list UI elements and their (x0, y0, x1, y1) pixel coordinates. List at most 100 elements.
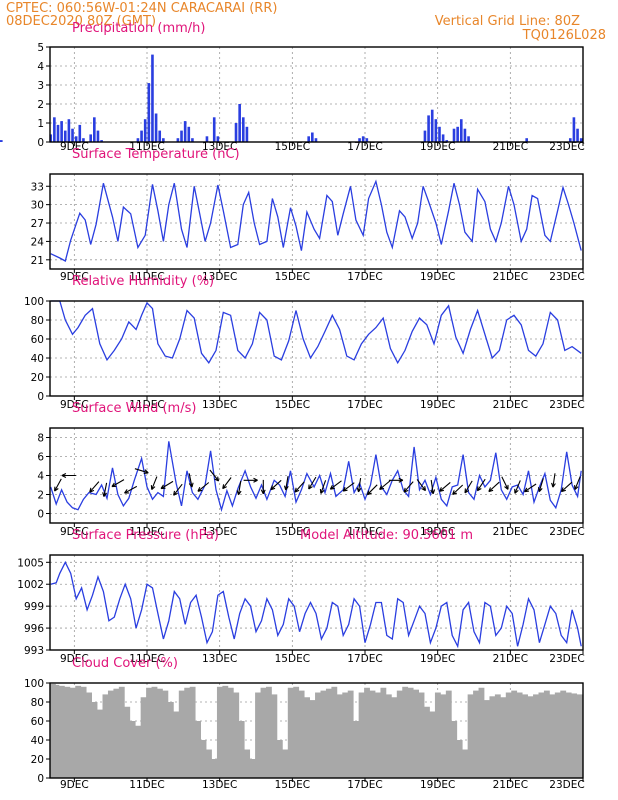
cloud-area-57 (358, 692, 365, 778)
rh-xtick-label-7: 23DEC (549, 399, 584, 411)
cloud-area-77 (467, 694, 474, 778)
temp-title: Surface Temperature (nC) (72, 147, 240, 162)
cloud-area-71 (434, 692, 441, 778)
wind-arrow-41 (560, 481, 573, 493)
wind-arrow-1 (61, 473, 76, 478)
temp-frame (49, 173, 584, 270)
wind-arrow-22 (329, 480, 342, 490)
cloud-xtick-label-7: 23DEC (549, 779, 584, 791)
precip-bar-143 (568, 138, 572, 142)
precip-bar-73 (314, 138, 318, 142)
wind-xtick-label-0: 9DEC (60, 526, 89, 538)
cloud-area-13 (118, 686, 125, 778)
panel-rh: Relative Humidity (%) 0 20 40 60 80 100 9DEC 11D… (24, 274, 585, 411)
precip-bar-51 (234, 123, 238, 142)
cloud-area-80 (483, 700, 490, 778)
precip-bar-85 (358, 138, 361, 142)
precip-bar-8 (78, 124, 82, 142)
precip-xtick-label-6: 21DEC (493, 141, 528, 153)
cloud-area-56 (353, 721, 360, 778)
cloud-ytick-label-0: 0 (37, 773, 44, 785)
cloud-area-0 (50, 683, 56, 778)
precip-xtick-label-4: 17DEC (347, 141, 382, 153)
rh-xtick-label-0: 9DEC (60, 399, 89, 411)
precip-bar-2 (56, 124, 60, 142)
cloud-area-22 (167, 702, 174, 778)
precip-bar-45 (212, 117, 216, 142)
temp-xtick-label-0: 9DEC (60, 271, 89, 283)
wind-arrow-8 (160, 480, 174, 490)
pres-xtick-label-2: 13DEC (202, 653, 237, 665)
cloud-area-6 (80, 686, 87, 778)
wind-arrow-34 (476, 478, 486, 492)
cloud-xtick-label-6: 21DEC (493, 779, 528, 791)
wind-arrow-19 (294, 481, 305, 493)
cloud-area-10 (102, 694, 109, 778)
precip-ytick-label-1: 1 (37, 118, 44, 130)
wind-xtick-label-2: 13DEC (202, 526, 237, 538)
wind-arrow-38 (524, 483, 537, 493)
cloud-area-70 (429, 711, 436, 778)
wind-arrow-25 (366, 484, 378, 496)
pres-xtick-label-3: 15DEC (275, 653, 310, 665)
temp-xtick-label-4: 17DEC (347, 271, 382, 283)
precip-bar-31 (162, 138, 165, 142)
wind-arrow-27 (388, 477, 404, 483)
cloud-area-19 (151, 686, 158, 778)
wind-arrow-35 (488, 481, 500, 493)
precip-bar-14 (100, 140, 103, 142)
wind-xtick-label-1: 11DEC (129, 526, 164, 538)
precip-xtick-label-7: 23DEC (549, 141, 584, 153)
cloud-xtick-label-2: 13DEC (202, 779, 237, 791)
pres-ytick-label-1: 996 (24, 623, 44, 635)
precip-bar-0 (49, 134, 53, 142)
precip-bar-27 (147, 83, 151, 142)
cloud-area-86 (516, 692, 523, 778)
cloud-area-49 (315, 692, 321, 778)
precip-bar-29 (154, 113, 158, 142)
precip-bar-108 (441, 134, 445, 142)
cloud-area-20 (157, 688, 163, 778)
precip-ytick-label-2: 2 (37, 99, 44, 111)
cloud-area-2 (58, 685, 65, 778)
wind-ytick-label-3: 6 (37, 452, 44, 464)
cloud-area-34 (233, 692, 240, 778)
precip-bar-104 (427, 115, 430, 142)
cloud-xtick-label-3: 15DEC (275, 779, 310, 791)
precip-bar-109 (445, 140, 449, 142)
precip-bar-114 (463, 128, 467, 142)
precip-bar-54 (245, 126, 249, 142)
cloud-ytick-label-5: 100 (24, 678, 44, 690)
cloud-area-15 (129, 721, 136, 778)
cloud-area-25 (184, 687, 191, 778)
precip-bar-28 (151, 54, 154, 142)
temp-xtick-label-3: 15DEC (275, 271, 310, 283)
pres-xtick-label-0: 9DEC (60, 653, 89, 665)
wind-arrow-7 (150, 476, 158, 491)
cloud-area-61 (380, 687, 387, 778)
precip-bar-4 (63, 130, 67, 142)
precip-ytick-label-4: 4 (37, 61, 44, 73)
precip-bar-115 (467, 136, 470, 142)
precip-bar-86 (361, 136, 365, 142)
cloud-area-51 (325, 688, 332, 778)
panel-cloud: Cloud Cover (%) 0 20 40 60 80 100 9DEC 11DEC 13DE… (24, 656, 585, 791)
precip-xtick-label-2: 13DEC (202, 141, 237, 153)
cloud-area-8 (91, 702, 98, 778)
cloud-area-87 (522, 694, 528, 778)
cloud-area-85 (511, 690, 518, 778)
wind-arrow-20 (308, 476, 317, 490)
wind-arrow-33 (464, 480, 473, 494)
pres-xtick-label-5: 19DEC (420, 653, 455, 665)
precip-xtick-label-5: 19DEC (420, 141, 455, 153)
cloud-area-32 (222, 685, 229, 778)
precip-bar-145 (576, 128, 579, 142)
cloud-area-66 (407, 687, 414, 778)
rh-xtick-label-4: 17DEC (347, 399, 382, 411)
precip-bar-87 (365, 138, 369, 142)
wind-ytick-label-1: 2 (37, 490, 44, 502)
cloud-area-30 (211, 759, 218, 778)
cloud-area-82 (494, 694, 501, 778)
cloud-ytick-label-4: 80 (31, 697, 44, 709)
